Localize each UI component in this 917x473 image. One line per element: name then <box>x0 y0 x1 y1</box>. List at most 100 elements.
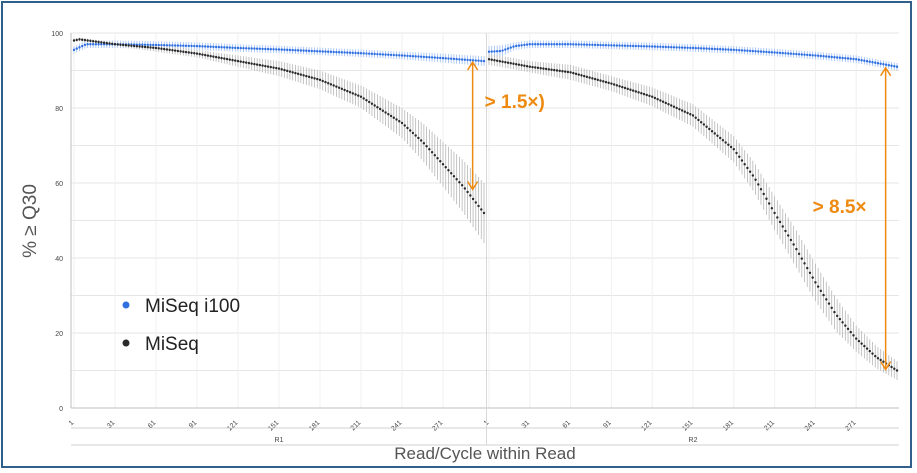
miseq-i100-point <box>806 53 809 57</box>
miseq-i100-point <box>612 44 616 47</box>
miseq-point <box>239 60 242 63</box>
data-points <box>72 38 899 372</box>
miseq-i100-point <box>223 46 226 49</box>
x-tick-label: 151 <box>681 419 694 432</box>
miseq-point <box>585 75 589 79</box>
miseq-i100-point <box>539 43 542 46</box>
miseq-point <box>433 154 436 157</box>
miseq-i100-point <box>825 55 828 58</box>
miseq-i100-point <box>436 56 439 59</box>
miseq-i100-point <box>184 44 188 48</box>
miseq-point <box>206 54 210 57</box>
miseq-i100-point <box>206 45 210 48</box>
miseq-i100-point <box>482 59 486 63</box>
miseq-i100-point <box>332 50 335 54</box>
miseq-i100-point <box>365 52 368 55</box>
miseq-point <box>544 67 548 71</box>
miseq-point <box>664 101 667 105</box>
miseq-point <box>441 163 445 166</box>
miseq-i100-point <box>261 47 264 51</box>
miseq-i100-point <box>830 55 833 59</box>
miseq-i100-point <box>602 43 605 47</box>
miseq-point <box>417 136 420 140</box>
miseq-point <box>593 77 597 81</box>
miseq-i100-point <box>846 57 850 60</box>
miseq-point <box>422 142 426 145</box>
miseq-i100-point <box>321 50 324 53</box>
miseq-i100-point <box>637 44 640 48</box>
miseq-i100-point <box>563 43 567 46</box>
miseq-point <box>138 45 141 48</box>
miseq-point <box>825 298 828 301</box>
miseq-i100-point <box>173 44 177 47</box>
miseq-i100-point <box>550 43 553 46</box>
miseq-i100-point <box>217 45 221 49</box>
miseq-point <box>762 192 765 196</box>
miseq-i100-point <box>661 45 665 49</box>
miseq-point <box>621 85 624 89</box>
miseq-point <box>580 74 583 77</box>
miseq-point <box>398 120 401 123</box>
miseq-i100-point <box>738 49 741 52</box>
miseq-point <box>220 56 223 60</box>
miseq-i100-point <box>430 56 434 59</box>
miseq-i100-point <box>651 45 654 48</box>
miseq-point <box>735 151 738 155</box>
miseq-point <box>365 99 368 102</box>
miseq-i100-point <box>141 43 144 46</box>
miseq-i100-point <box>585 43 589 46</box>
miseq-point <box>160 47 163 50</box>
miseq-point <box>863 344 866 348</box>
miseq-point <box>452 175 456 178</box>
miseq-point <box>792 243 795 246</box>
x-tick-label: 91 <box>188 419 199 430</box>
miseq-i100-point <box>506 47 510 50</box>
miseq-i100-point <box>335 50 338 54</box>
miseq-i100-point <box>814 54 817 57</box>
miseq-point <box>724 141 727 144</box>
miseq-point <box>490 58 493 61</box>
miseq-i100-point <box>583 43 586 46</box>
miseq-point <box>719 136 722 140</box>
miseq-i100-point <box>447 57 450 60</box>
miseq-i100-point <box>376 52 379 56</box>
miseq-point <box>610 82 613 85</box>
miseq-i100-point <box>160 43 163 47</box>
miseq-i100-point <box>784 52 787 55</box>
miseq-point <box>588 76 591 79</box>
miseq-point <box>482 211 486 215</box>
miseq-point <box>324 80 327 84</box>
y-axis-title: % ≥ Q30 <box>20 184 41 258</box>
miseq-point <box>705 125 708 128</box>
miseq-i100-point <box>214 45 218 49</box>
miseq-point <box>78 38 81 41</box>
miseq-point <box>463 187 467 190</box>
miseq-point <box>827 302 831 305</box>
miseq-point <box>171 49 174 52</box>
miseq-i100-point <box>599 43 602 47</box>
miseq-i100-point <box>748 49 752 53</box>
miseq-point <box>648 94 651 98</box>
miseq-i100-point <box>495 50 499 53</box>
miseq-i100-point <box>680 46 684 49</box>
miseq-point <box>806 266 809 270</box>
miseq-point <box>253 62 256 66</box>
miseq-i100-point <box>212 45 215 49</box>
miseq-point <box>310 76 313 79</box>
miseq-point <box>566 70 570 74</box>
miseq-i100-point <box>887 64 891 67</box>
miseq-point <box>193 52 196 55</box>
miseq-i100-point <box>406 54 409 58</box>
miseq-i100-point <box>874 61 877 64</box>
miseq-point <box>577 73 580 76</box>
miseq-point <box>506 61 510 64</box>
y-tick-label: 20 <box>55 331 63 338</box>
miseq-i100-point <box>239 46 242 50</box>
miseq-point <box>378 107 382 111</box>
miseq-point <box>81 38 84 41</box>
miseq-point <box>645 93 648 97</box>
miseq-i100-point <box>827 55 831 58</box>
miseq-i100-point <box>487 50 491 53</box>
miseq-point <box>525 65 529 68</box>
miseq-i100-point <box>480 59 483 63</box>
